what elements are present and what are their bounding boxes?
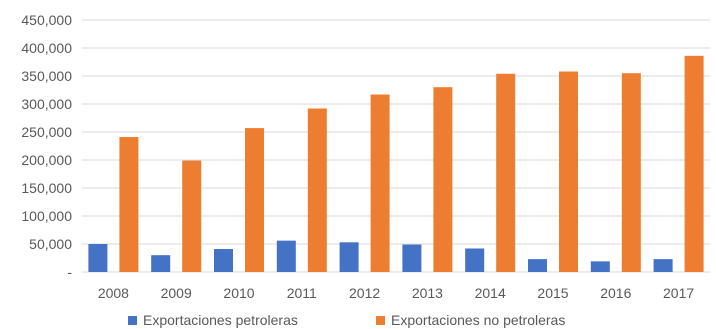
x-tick-label: 2010 <box>223 285 254 301</box>
legend-swatch <box>376 316 385 325</box>
bars <box>88 55 704 273</box>
legend-label: Exportaciones petroleras <box>143 312 298 328</box>
y-tick-label: 50,000 <box>29 236 72 252</box>
x-tick-label: 2014 <box>475 285 506 301</box>
bar-no-petroleras-2016 <box>621 73 641 272</box>
y-tick-label: - <box>67 264 72 280</box>
bar-petroleras-2016 <box>590 261 610 272</box>
bar-no-petroleras-2011 <box>307 108 327 272</box>
y-tick-label: 250,000 <box>21 124 72 140</box>
x-axis-ticks: 2008 2009 2010 2011 2012 2013 2014 2015 2016 2017 <box>98 285 695 301</box>
y-tick-label: 150,000 <box>21 180 72 196</box>
x-tick-label: 2016 <box>600 285 631 301</box>
bar-no-petroleras-2008 <box>119 137 139 272</box>
x-tick-label: 2013 <box>412 285 443 301</box>
x-tick-label: 2012 <box>349 285 380 301</box>
bar-no-petroleras-2009 <box>182 160 202 272</box>
y-tick-label: 450,000 <box>21 12 72 28</box>
legend-swatch <box>128 316 137 325</box>
x-tick-label: 2015 <box>537 285 568 301</box>
y-tick-label: 200,000 <box>21 152 72 168</box>
bar-no-petroleras-2015 <box>559 71 578 273</box>
bar-petroleras-2014 <box>465 248 485 272</box>
legend: Exportaciones petroleras Exportaciones no… <box>128 312 565 328</box>
y-tick-label: 100,000 <box>21 208 72 224</box>
bar-no-petroleras-2013 <box>433 87 453 272</box>
bar-petroleras-2012 <box>339 242 359 272</box>
y-tick-label: 300,000 <box>21 96 72 112</box>
bar-petroleras-2013 <box>402 244 422 272</box>
bar-no-petroleras-2014 <box>496 73 516 272</box>
y-tick-label: 400,000 <box>21 40 72 56</box>
bar-petroleras-2010 <box>214 249 233 272</box>
bar-petroleras-2008 <box>88 244 108 272</box>
bar-petroleras-2015 <box>528 259 547 272</box>
y-tick-label: 350,000 <box>21 68 72 84</box>
bar-petroleras-2011 <box>276 240 296 272</box>
x-tick-label: 2011 <box>287 285 317 301</box>
x-tick-label: 2009 <box>161 285 192 301</box>
x-tick-label: 2008 <box>98 285 129 301</box>
y-axis-ticks: - 50,000 100,000 150,000 200,000 250,000 300,0… <box>21 12 72 280</box>
bar-petroleras-2009 <box>151 255 171 272</box>
gridlines <box>82 19 710 273</box>
bar-no-petroleras-2010 <box>245 128 264 272</box>
x-tick-label: 2017 <box>663 285 694 301</box>
bar-no-petroleras-2012 <box>370 94 390 272</box>
bar-no-petroleras-2017 <box>684 55 704 273</box>
bar-petroleras-2017 <box>653 259 673 272</box>
legend-label: Exportaciones no petroleras <box>391 312 565 328</box>
